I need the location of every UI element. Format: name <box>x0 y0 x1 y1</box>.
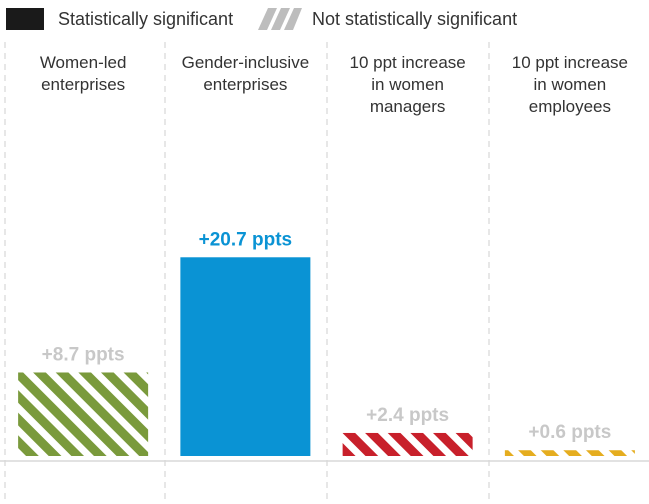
bar-value-label: +2.4 ppts <box>366 405 449 426</box>
category-label: 10 ppt increase in women employees <box>512 53 628 116</box>
bar <box>180 257 311 456</box>
bar <box>18 372 149 456</box>
category-label: 10 ppt increase in women managers <box>350 53 466 116</box>
bar <box>504 450 635 456</box>
column-dividers <box>4 42 490 504</box>
legend-swatch-not-significant <box>258 8 302 30</box>
legend-label-significant: Statistically significant <box>58 9 233 29</box>
bar-value-label: +20.7 ppts <box>199 229 292 250</box>
bar-value-label: +0.6 ppts <box>528 422 611 443</box>
bar-value-labels: +8.7 ppts +20.7 ppts +2.4 ppts +0.6 ppts <box>42 229 612 443</box>
category-labels: Women-led enterprises Gender-inclusive ente… <box>40 53 628 116</box>
bar-value-label: +8.7 ppts <box>42 344 125 365</box>
bars <box>18 257 635 456</box>
bar <box>342 432 473 456</box>
category-label: Gender-inclusive enterprises <box>182 53 310 94</box>
legend-label-not-significant: Not statistically significant <box>312 9 517 29</box>
legend-swatch-significant <box>6 8 44 30</box>
legend: Statistically significant Not statistica… <box>6 8 517 30</box>
category-label: Women-led enterprises <box>40 53 127 94</box>
